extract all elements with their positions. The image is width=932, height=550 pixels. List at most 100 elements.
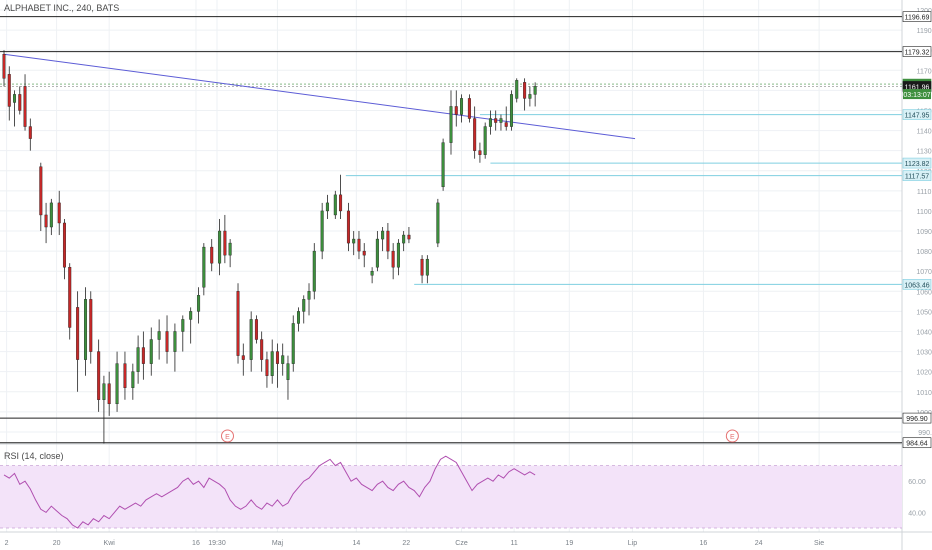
price-level-label: 1161.96 — [905, 84, 930, 91]
date-tick-label: 16 — [192, 540, 200, 547]
price-tick-label: 1030.00 — [916, 350, 932, 357]
candle-body — [236, 291, 240, 356]
candle-body — [68, 266, 72, 328]
price-level-tag — [902, 279, 932, 290]
price-level-tag — [902, 170, 932, 181]
price-tick-label: 1110.00 — [917, 189, 932, 196]
candle-body — [62, 222, 66, 268]
date-tick-label: 19 — [565, 540, 573, 547]
price-tick-label: 1100.00 — [917, 209, 932, 216]
candle-body — [509, 94, 513, 127]
price-level-label: 996.90 — [906, 416, 928, 423]
price-tick-label: 1090.00 — [916, 229, 932, 236]
candle-body — [197, 295, 201, 312]
candle-body — [173, 331, 177, 352]
price-tick-label: 1130.00 — [917, 149, 932, 156]
candle-body — [396, 242, 400, 268]
price-level-tag — [902, 437, 932, 449]
candle-body — [291, 323, 295, 364]
price-level-label: 1123.82 — [905, 161, 930, 168]
date-tick-label: 24 — [755, 540, 763, 547]
date-tick-label: Lip — [628, 540, 637, 547]
candle-body — [352, 238, 356, 244]
candle-body — [478, 150, 482, 155]
candle-body — [499, 118, 503, 123]
candle-body — [312, 250, 316, 292]
rsi-tick-label: 60.00 — [908, 479, 926, 486]
candle-body — [523, 82, 527, 99]
price-tick-label: 1010.00 — [916, 390, 932, 397]
price-tick-label: 1040.00 — [916, 329, 932, 336]
price-level-label: 1063.46 — [904, 282, 929, 289]
symbol-title: ALPHABET INC., 240, BATS — [4, 3, 120, 13]
candle-body — [136, 347, 140, 372]
candle-body — [49, 202, 53, 228]
rsi-tick-label: 40.00 — [908, 510, 926, 517]
candle-body — [488, 118, 492, 127]
candle-body — [228, 242, 232, 256]
candle-body — [473, 118, 477, 151]
candle-body — [97, 351, 101, 400]
candle-body — [28, 126, 32, 139]
price-level-label: 1117.57 — [905, 174, 929, 181]
candle-body — [420, 258, 424, 276]
candle-body — [357, 238, 361, 252]
candle-body — [260, 339, 264, 360]
candle-body — [286, 363, 290, 380]
date-tick-label: 20 — [53, 540, 61, 547]
candle-body — [210, 246, 214, 264]
candle-body — [281, 355, 285, 364]
candle-body — [189, 311, 193, 320]
candle-body — [425, 258, 429, 276]
candle-body — [504, 122, 508, 127]
candle-body — [241, 355, 245, 360]
candle-body — [296, 311, 300, 324]
candle-body — [362, 250, 366, 256]
candle-body — [123, 363, 127, 388]
earnings-marker-label: E — [730, 434, 735, 441]
earnings-marker-label: E — [225, 434, 230, 441]
candle-body — [402, 234, 406, 244]
candle-body — [165, 331, 169, 352]
candle-body — [181, 319, 185, 332]
candle-body — [407, 234, 411, 240]
candle-body — [202, 246, 206, 288]
candle-body — [333, 194, 337, 216]
price-level-tag — [902, 412, 932, 424]
candle-body — [149, 339, 153, 364]
candle-body — [307, 291, 311, 300]
candle-body — [449, 106, 453, 143]
date-tick-label: 19:30 — [208, 540, 226, 547]
price-tick-label: 1060.00 — [916, 289, 932, 296]
candle-body — [533, 86, 537, 95]
date-tick-label: 11 — [510, 540, 517, 547]
price-tick-label: 1140.00 — [917, 129, 932, 136]
candle-body — [494, 118, 498, 123]
candle-body — [254, 319, 258, 340]
candle-body — [460, 98, 464, 115]
date-tick-label: Maj — [272, 540, 284, 547]
price-level-tag — [902, 157, 932, 169]
candle-body — [515, 80, 519, 99]
candle-body — [325, 202, 329, 212]
candle-body — [346, 210, 350, 244]
price-level-label: 1147.95 — [905, 113, 930, 120]
candle-body — [57, 202, 61, 224]
candle-body — [386, 230, 390, 252]
candle-body — [528, 94, 532, 99]
candle-body — [375, 238, 379, 268]
candle-body — [141, 347, 145, 364]
candle-body — [454, 106, 458, 115]
candle-body — [302, 299, 306, 312]
candle-body — [270, 351, 274, 376]
candle-body — [131, 371, 135, 388]
candle-body — [483, 126, 487, 155]
candle-body — [18, 94, 22, 111]
candle-body — [107, 383, 111, 405]
price-tick-label: 1080.00 — [916, 249, 932, 256]
candle-body — [320, 210, 324, 252]
candle-body — [223, 230, 227, 256]
candle-body — [436, 202, 440, 244]
rsi-band — [0, 465, 902, 528]
